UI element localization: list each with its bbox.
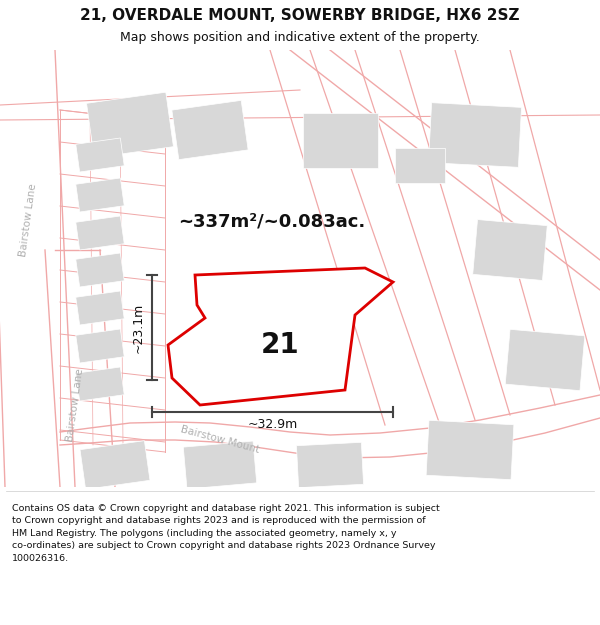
Bar	[76, 367, 124, 401]
Text: Bairstow Mount: Bairstow Mount	[179, 424, 260, 456]
Bar	[395, 148, 445, 182]
Polygon shape	[168, 268, 393, 405]
Bar	[76, 138, 124, 172]
Bar	[426, 421, 514, 479]
Bar	[251, 312, 319, 378]
Bar	[302, 112, 377, 168]
Bar	[184, 441, 257, 489]
Bar	[76, 253, 124, 287]
Bar	[473, 219, 547, 281]
Bar	[296, 442, 364, 488]
Bar	[76, 329, 124, 363]
Bar	[76, 216, 124, 250]
Text: Contains OS data © Crown copyright and database right 2021. This information is : Contains OS data © Crown copyright and d…	[12, 504, 440, 562]
Bar	[76, 291, 124, 325]
Bar	[86, 92, 173, 158]
Text: Map shows position and indicative extent of the property.: Map shows position and indicative extent…	[120, 31, 480, 44]
Text: ~23.1m: ~23.1m	[131, 302, 145, 352]
Bar	[428, 102, 521, 168]
Text: 21, OVERDALE MOUNT, SOWERBY BRIDGE, HX6 2SZ: 21, OVERDALE MOUNT, SOWERBY BRIDGE, HX6 …	[80, 8, 520, 22]
Bar	[76, 178, 124, 212]
Bar	[172, 101, 248, 159]
Text: 21: 21	[260, 331, 299, 359]
Bar	[80, 441, 150, 489]
Text: ~337m²/~0.083ac.: ~337m²/~0.083ac.	[178, 213, 365, 231]
Bar	[505, 329, 585, 391]
Text: Bairstow Lane: Bairstow Lane	[18, 182, 38, 258]
Text: Bairstow Lane: Bairstow Lane	[65, 368, 85, 442]
Text: ~32.9m: ~32.9m	[247, 419, 298, 431]
